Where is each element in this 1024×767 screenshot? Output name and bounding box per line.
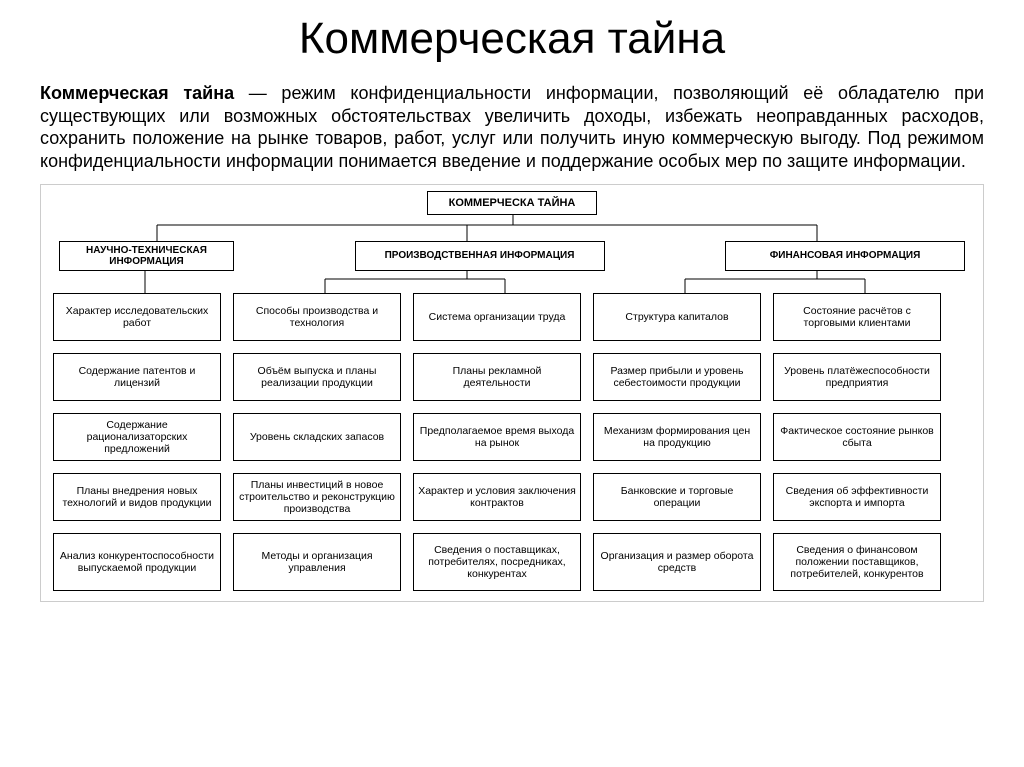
- leaf-c1-2: Содержание рационализаторских предложени…: [53, 413, 221, 461]
- leaf-c4-0: Структура капиталов: [593, 293, 761, 341]
- leaf-c4-2: Механизм формирования цен на продукцию: [593, 413, 761, 461]
- leaf-c4-1: Размер прибыли и уровень себестоимости п…: [593, 353, 761, 401]
- leaf-c4-4: Организация и размер оборота средств: [593, 533, 761, 591]
- page-title: Коммерческая тайна: [40, 14, 984, 64]
- definition-term: Коммерческая тайна: [40, 83, 234, 103]
- leaf-c5-2: Фактическое состояние рынков сбыта: [773, 413, 941, 461]
- category-production: ПРОИЗВОДСТВЕННАЯ ИНФОРМАЦИЯ: [355, 241, 605, 271]
- leaf-c2-0: Способы производства и технология: [233, 293, 401, 341]
- leaf-c5-4: Сведения о финансовом положении поставщи…: [773, 533, 941, 591]
- category-financial: ФИНАНСОВАЯ ИНФОРМАЦИЯ: [725, 241, 965, 271]
- leaf-c4-3: Банковские и торговые операции: [593, 473, 761, 521]
- definition-paragraph: Коммерческая тайна — режим конфиденциаль…: [40, 82, 984, 172]
- diagram-container: КОММЕРЧЕСКА ТАЙНА НАУЧНО-ТЕХНИЧЕСКАЯ ИНФ…: [40, 184, 984, 602]
- leaf-c1-1: Содержание патентов и лицензий: [53, 353, 221, 401]
- leaf-c5-0: Состояние расчётов с торговыми клиентами: [773, 293, 941, 341]
- column-3: Система организации труда Планы рекламно…: [413, 293, 581, 591]
- leaf-c2-3: Планы инвестиций в новое строительство и…: [233, 473, 401, 521]
- leaf-c3-1: Планы рекламной деятельности: [413, 353, 581, 401]
- leaf-c5-1: Уровень платёжеспособности предприятия: [773, 353, 941, 401]
- connector-root-to-categories: [47, 215, 977, 241]
- leaf-c2-1: Объём выпуска и планы реализации продукц…: [233, 353, 401, 401]
- column-5: Состояние расчётов с торговыми клиентами…: [773, 293, 941, 591]
- leaf-c1-3: Планы внедрения новых технологий и видов…: [53, 473, 221, 521]
- leaf-c3-0: Система организации труда: [413, 293, 581, 341]
- category-scientific: НАУЧНО-ТЕХНИЧЕСКАЯ ИНФОРМАЦИЯ: [59, 241, 234, 271]
- column-1: Характер исследовательских работ Содержа…: [53, 293, 221, 591]
- leaf-c2-2: Уровень складских запасов: [233, 413, 401, 461]
- connector-categories-to-columns: [47, 271, 977, 293]
- leaf-c2-4: Методы и организация управления: [233, 533, 401, 591]
- leaf-c5-3: Сведения об эффективности экспорта и имп…: [773, 473, 941, 521]
- column-4: Структура капиталов Размер прибыли и уро…: [593, 293, 761, 591]
- root-node: КОММЕРЧЕСКА ТАЙНА: [427, 191, 597, 215]
- leaf-c1-0: Характер исследовательских работ: [53, 293, 221, 341]
- leaf-c3-2: Предполагаемое время выхода на рынок: [413, 413, 581, 461]
- leaf-c3-4: Сведения о поставщиках, потребителях, по…: [413, 533, 581, 591]
- leaf-c3-3: Характер и условия заключения контрактов: [413, 473, 581, 521]
- column-2: Способы производства и технология Объём …: [233, 293, 401, 591]
- leaf-c1-4: Анализ конкурентоспособности выпускаемой…: [53, 533, 221, 591]
